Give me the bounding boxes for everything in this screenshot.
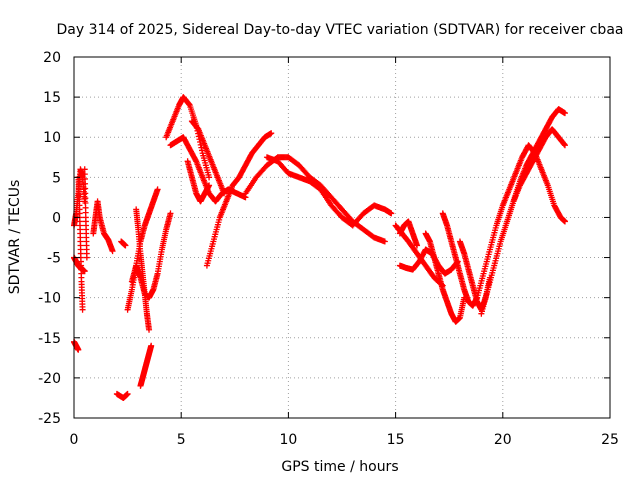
series-arc-10: [128, 210, 174, 301]
data-point: [124, 390, 131, 397]
data-point: [109, 248, 116, 255]
data-point: [268, 130, 275, 137]
data-point: [167, 210, 174, 217]
series-arc-18: [242, 154, 388, 245]
data-point: [206, 174, 213, 181]
series-arc-07: [118, 238, 129, 249]
series-arc-23: [422, 230, 468, 325]
series-arc-03: [75, 174, 86, 313]
x-tick-label: 10: [279, 432, 297, 448]
data-point: [154, 186, 161, 193]
grid-layer: [74, 57, 610, 418]
series-arc-11: [133, 206, 153, 333]
series-arc-14: [167, 134, 249, 205]
y-tick-label: -25: [38, 411, 61, 427]
data-point: [561, 218, 568, 225]
x-tick-label: 5: [177, 432, 186, 448]
y-tick-label: -10: [38, 291, 61, 307]
series-arc-16: [188, 118, 228, 197]
series-arc-22: [396, 218, 421, 249]
y-tick-label: 5: [52, 170, 61, 186]
tick-labels: 0 5 10 15 20 25 -25 -20 -15 -10 -5 0 5 10 15 20: [38, 50, 619, 448]
data-marks: [71, 94, 568, 401]
data-point: [83, 254, 90, 261]
series-arc-28: [510, 126, 568, 205]
axis-ticks: [73, 56, 611, 419]
plot-frame: [73, 56, 611, 419]
data-point: [122, 242, 129, 249]
series-arc-24: [439, 210, 481, 309]
series-arc-26: [474, 142, 568, 301]
y-tick-label: -5: [47, 251, 61, 267]
series-arc-06: [90, 198, 116, 255]
data-point: [206, 182, 213, 189]
y-tick-label: 20: [43, 50, 61, 66]
data-point: [146, 326, 153, 333]
data-point: [561, 142, 568, 149]
series-arc-08: [113, 390, 131, 401]
y-tick-label: 15: [43, 90, 61, 106]
series-arc-12: [137, 342, 155, 389]
x-axis-label: GPS time / hours: [281, 459, 398, 475]
data-point: [388, 210, 395, 217]
data-point: [148, 342, 155, 349]
x-tick-label: 15: [387, 432, 405, 448]
data-point: [561, 110, 568, 117]
chart-title: Day 314 of 2025, Sidereal Day-to-day VTE…: [57, 22, 624, 38]
data-point: [221, 190, 228, 197]
data-point: [79, 306, 86, 313]
series-arc-17: [203, 130, 275, 269]
x-tick-label: 25: [601, 432, 619, 448]
y-tick-label: 0: [52, 210, 61, 226]
data-point: [75, 346, 82, 353]
series-arc-01: [71, 338, 82, 353]
data-point: [381, 238, 388, 245]
y-axis-label: SDTVAR / TECUs: [7, 180, 23, 295]
x-tick-label: 0: [70, 432, 79, 448]
series-arc-05: [81, 166, 90, 261]
data-point: [414, 242, 421, 249]
x-tick-label: 20: [494, 432, 512, 448]
y-tick-label: -20: [38, 371, 61, 387]
series-arc-19: [263, 154, 395, 229]
series-arc-15: [184, 158, 213, 205]
y-tick-label: -15: [38, 331, 61, 347]
data-point: [81, 268, 88, 275]
y-tick-label: 10: [43, 130, 61, 146]
